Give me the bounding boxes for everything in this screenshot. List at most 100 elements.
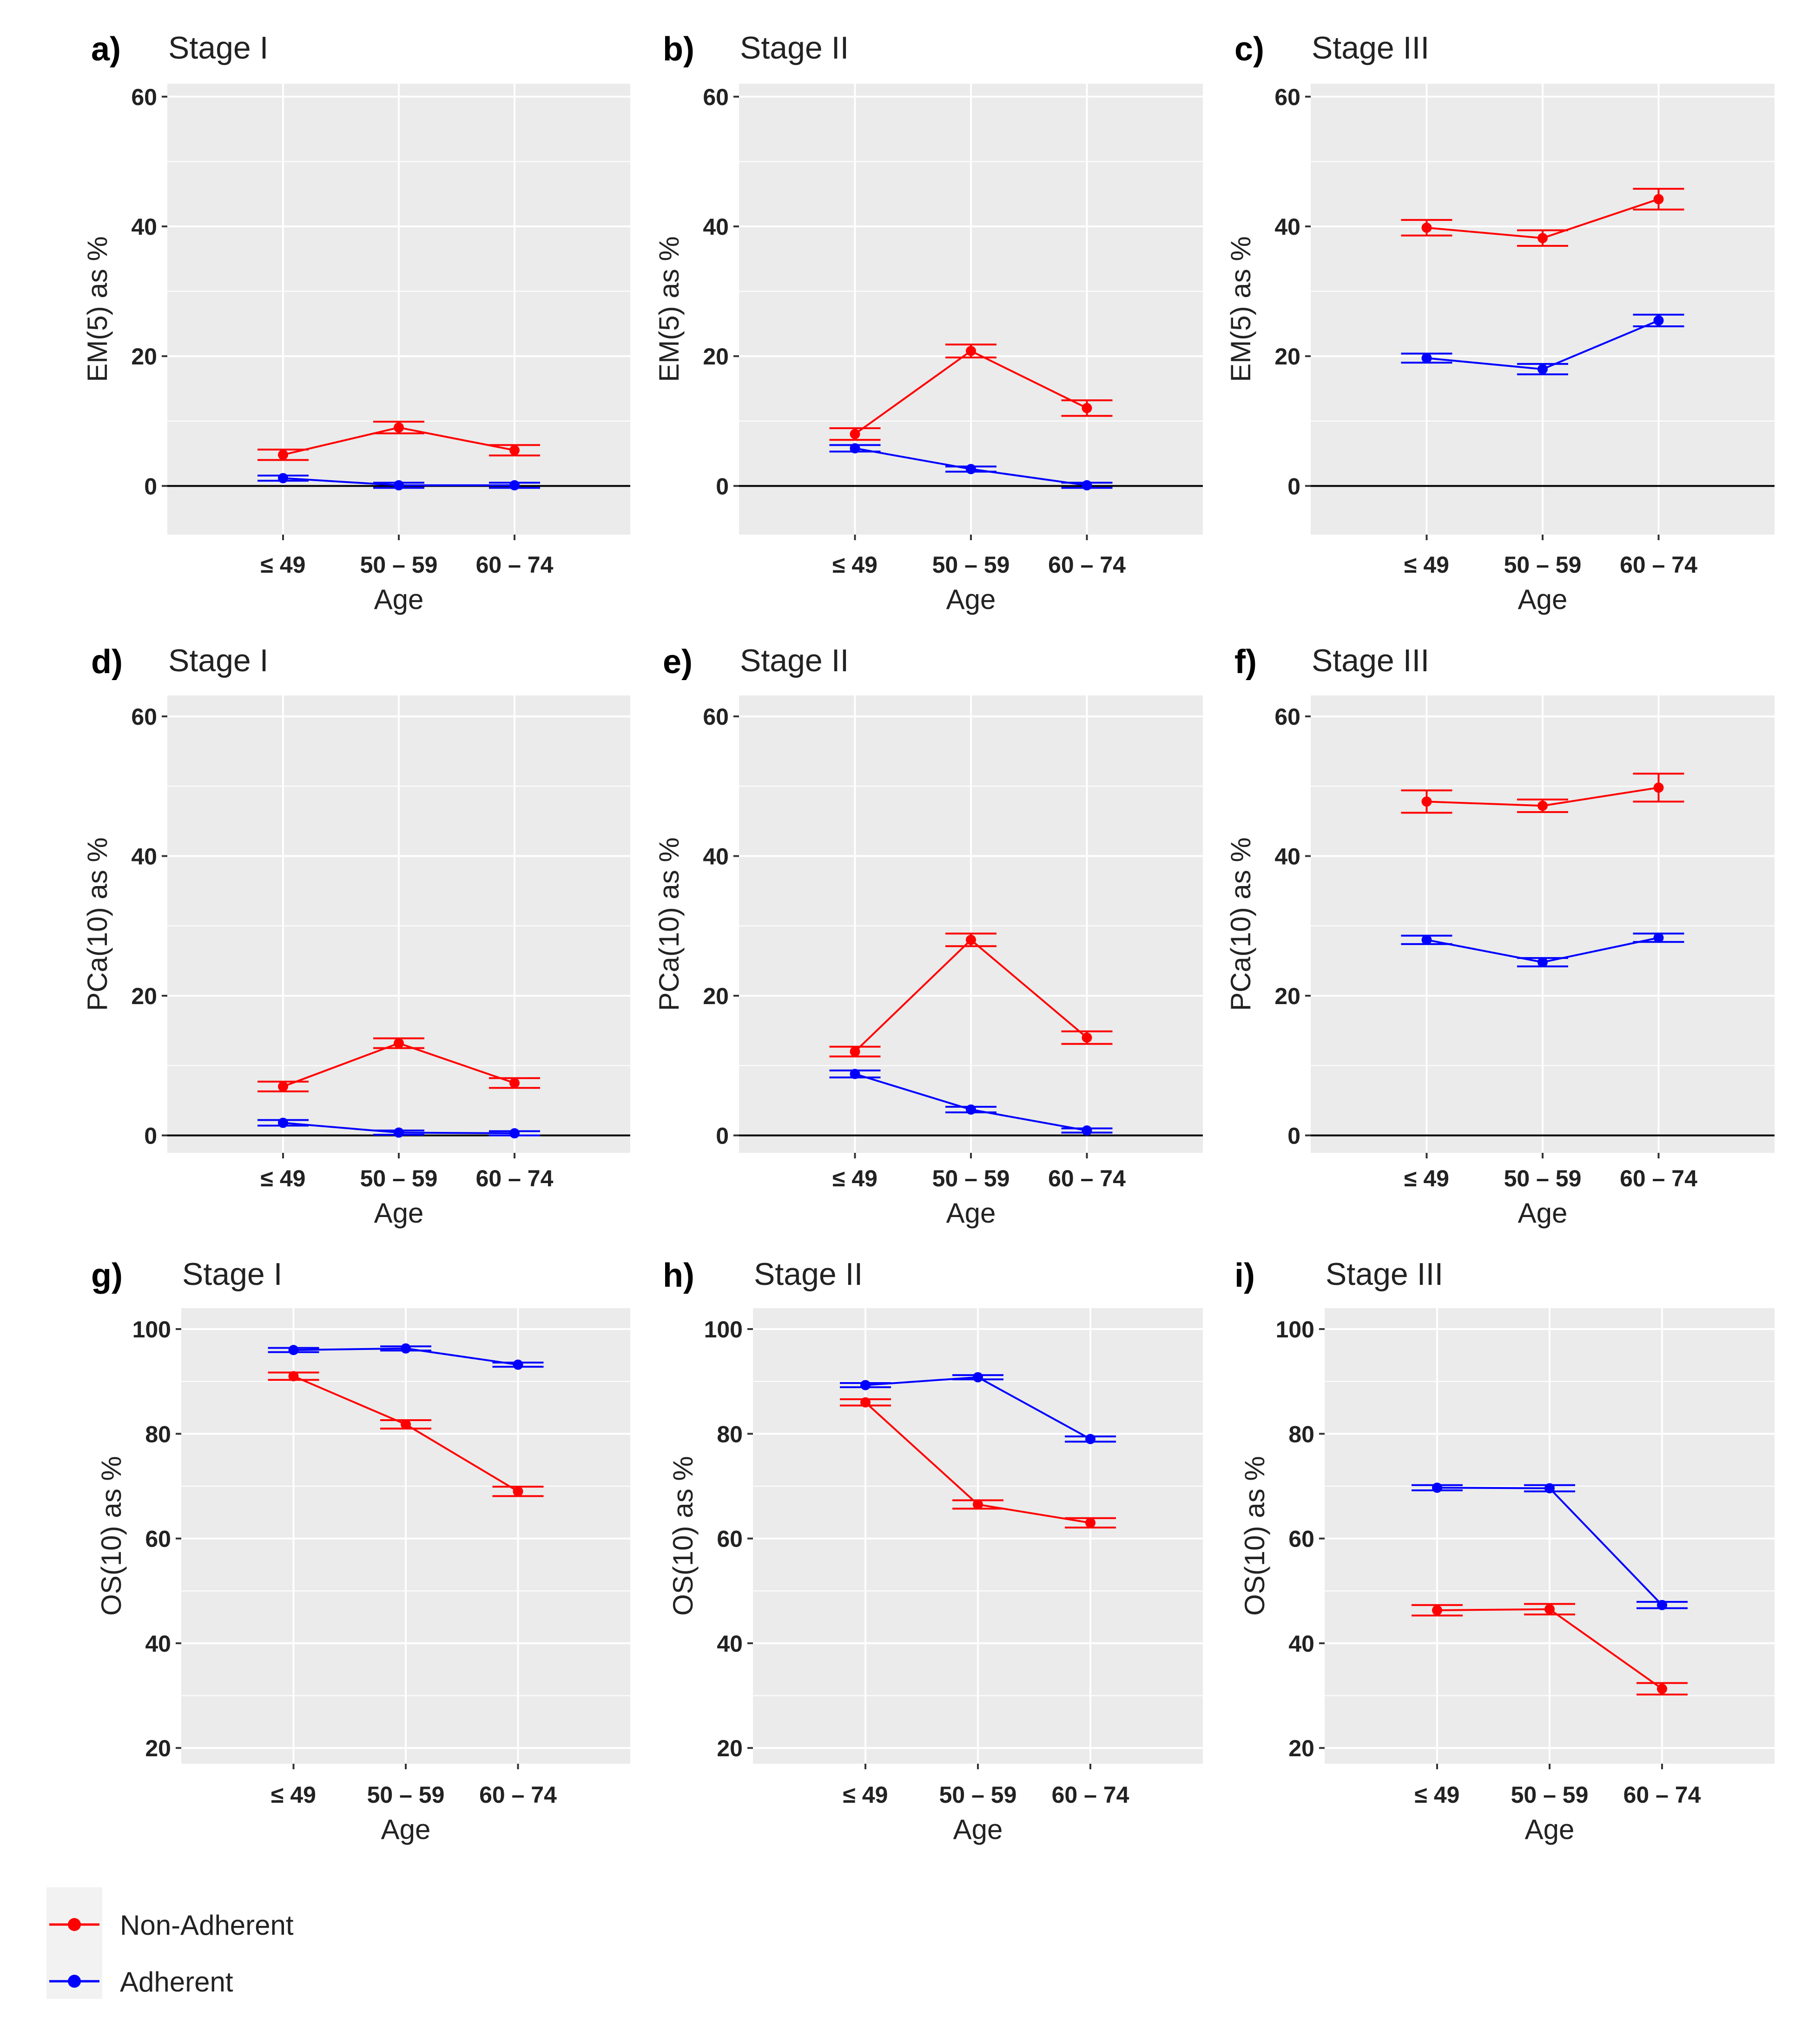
panel-a-adherent-point — [509, 480, 520, 490]
panel-b-non-adherent-point — [1082, 403, 1092, 413]
panel-a-y-tick-label: 40 — [131, 214, 157, 240]
panel-d-non-adherent-point — [278, 1081, 288, 1092]
panel-h-x-tick-label: ≤ 49 — [843, 1782, 888, 1808]
panel-g: g) Stage I 20 40 60 80 100 ≤ 49 50 – 59 60 – 74 Ag… — [91, 1257, 630, 1845]
panel-i-title: Stage III — [1326, 1257, 1443, 1292]
panel-f-y-axis-label: PCa(10) as % — [1225, 837, 1256, 1011]
panel-a: a) Stage I 0 20 40 60 ≤ 49 50 – 59 60 – 74 Age EM(… — [82, 30, 630, 615]
panel-d-y-axis-label: PCa(10) as % — [82, 837, 113, 1011]
panel-a-y-tick-label: 0 — [144, 473, 157, 499]
panel-d-tag: d) — [91, 643, 123, 681]
panel-a-y-tick-label: 60 — [131, 84, 157, 110]
panel-d-x-axis-label: Age — [374, 1197, 424, 1229]
panel-f-non-adherent-point — [1653, 782, 1664, 793]
panel-c: c) Stage III 0 20 40 60 ≤ 49 50 – 59 60 – 74 Age E… — [1225, 30, 1775, 615]
panel-i: i) Stage III 20 40 60 80 100 ≤ 49 50 – 59 60 – 74… — [1234, 1257, 1775, 1845]
panel-g-y-tick-label: 60 — [145, 1526, 171, 1552]
panel-a-x-axis-label: Age — [374, 584, 424, 615]
panel-a-non-adherent-point — [278, 450, 288, 460]
panel-i-x-axis-label: Age — [1525, 1814, 1575, 1845]
panel-d-adherent-point — [509, 1128, 520, 1138]
panel-i-y-tick-label: 80 — [1288, 1421, 1314, 1447]
panel-i-adherent-point — [1544, 1483, 1555, 1494]
panel-h-non-adherent-point — [973, 1499, 983, 1510]
panel-a-y-tick-label: 20 — [131, 344, 157, 370]
panel-h-non-adherent-point — [1085, 1517, 1095, 1528]
panel-g-x-tick-label: 50 – 59 — [367, 1782, 445, 1808]
panel-d-y-tick-label: 0 — [144, 1123, 157, 1149]
panel-f-x-axis-label: Age — [1518, 1197, 1568, 1229]
panel-h-adherent-point — [860, 1380, 871, 1390]
panel-b-x-axis-label: Age — [946, 584, 996, 615]
panel-e-non-adherent-point — [850, 1046, 860, 1057]
panel-h-y-axis-label: OS(10) as % — [667, 1456, 699, 1615]
panel-e-title: Stage II — [740, 643, 849, 678]
panel-c-adherent-point — [1537, 364, 1548, 375]
panel-a-adherent-point — [278, 473, 288, 483]
panel-c-non-adherent-point — [1421, 222, 1432, 233]
panel-g-adherent-point — [288, 1345, 299, 1356]
panel-f-y-tick-label: 60 — [1274, 704, 1300, 730]
panel-f-y-tick-label: 20 — [1274, 983, 1300, 1009]
panel-e-tag: e) — [663, 643, 693, 681]
panel-a-x-tick-label: 50 – 59 — [360, 552, 438, 578]
panel-b: b) Stage II 0 20 40 60 ≤ 49 50 – 59 60 – 74 Age EM… — [653, 30, 1203, 615]
panel-g-y-tick-label: 80 — [145, 1421, 171, 1447]
panel-g-y-axis-label: OS(10) as % — [96, 1456, 127, 1615]
panel-g-tag: g) — [91, 1257, 123, 1294]
panel-c-y-tick-label: 0 — [1287, 473, 1300, 499]
panel-h: h) Stage II 20 40 60 80 100 ≤ 49 50 – 59 60 – 74 A… — [663, 1257, 1203, 1845]
panel-g-non-adherent-point — [401, 1419, 411, 1430]
panel-g-x-tick-label: 60 – 74 — [479, 1782, 557, 1808]
panel-c-x-axis-label: Age — [1518, 584, 1568, 615]
panel-h-y-tick-label: 80 — [717, 1421, 743, 1447]
panel-f-tag: f) — [1234, 643, 1257, 681]
panel-e-x-tick-label: 60 – 74 — [1048, 1165, 1126, 1191]
panel-i-y-tick-label: 100 — [1276, 1316, 1314, 1343]
panel-b-x-tick-label: 60 – 74 — [1048, 552, 1126, 578]
panel-f-y-tick-label: 40 — [1274, 844, 1300, 870]
panel-i-non-adherent-point — [1657, 1683, 1667, 1694]
panel-d-adherent-point — [278, 1118, 288, 1128]
panel-i-x-tick-label: ≤ 49 — [1415, 1782, 1460, 1808]
panel-d-title: Stage I — [168, 643, 269, 678]
panel-f: f) Stage III 0 20 40 60 ≤ 49 50 – 59 60 – 74 Age P… — [1225, 643, 1775, 1229]
panel-b-adherent-point — [966, 464, 976, 475]
panel-g-title: Stage I — [182, 1257, 283, 1292]
panel-h-tag: h) — [663, 1257, 694, 1294]
panel-e: e) Stage II 0 20 40 60 ≤ 49 50 – 59 60 – 74 Age PC… — [653, 643, 1203, 1229]
panel-g-x-axis-label: Age — [381, 1814, 431, 1845]
legend-adherent-marker — [68, 1975, 81, 1988]
panel-d-y-tick-label: 60 — [131, 704, 157, 730]
panel-b-x-tick-label: 50 – 59 — [932, 552, 1010, 578]
panel-b-adherent-point — [1082, 480, 1092, 490]
panel-h-x-axis-label: Age — [953, 1814, 1003, 1845]
panel-b-title: Stage II — [740, 30, 849, 66]
panel-f-x-tick-label: ≤ 49 — [1404, 1165, 1449, 1191]
panel-i-y-tick-label: 60 — [1288, 1526, 1314, 1552]
panel-b-y-axis-label: EM(5) as % — [653, 236, 685, 382]
panel-g-adherent-point — [401, 1343, 411, 1354]
panel-h-title: Stage II — [754, 1257, 863, 1292]
panel-a-adherent-point — [394, 480, 404, 490]
panel-a-non-adherent-point — [509, 445, 520, 456]
panel-c-adherent-point — [1421, 353, 1432, 364]
panel-a-title: Stage I — [168, 30, 269, 66]
panel-i-x-tick-label: 50 – 59 — [1511, 1782, 1589, 1808]
panel-g-y-tick-label: 100 — [132, 1316, 171, 1343]
panel-d-non-adherent-point — [394, 1038, 404, 1049]
legend-non-adherent-label: Non-Adherent — [120, 1910, 294, 1941]
panel-f-adherent-point — [1421, 934, 1432, 945]
panel-b-y-tick-label: 60 — [703, 84, 729, 110]
panel-d-x-tick-label: 60 – 74 — [476, 1165, 554, 1191]
panels-group: a) Stage I 0 20 40 60 ≤ 49 50 – 59 60 – 74 Age EM(… — [82, 30, 1775, 1845]
panel-i-x-tick-label: 60 – 74 — [1623, 1782, 1701, 1808]
panel-b-non-adherent-point — [850, 429, 860, 439]
panel-f-title: Stage III — [1312, 643, 1429, 678]
panel-b-x-tick-label: ≤ 49 — [832, 552, 878, 578]
panel-c-y-tick-label: 60 — [1274, 84, 1300, 110]
panel-f-adherent-point — [1653, 933, 1664, 943]
panel-b-y-tick-label: 20 — [703, 344, 729, 370]
panel-c-y-tick-label: 20 — [1274, 344, 1300, 370]
panel-c-x-tick-label: 60 – 74 — [1620, 552, 1697, 578]
